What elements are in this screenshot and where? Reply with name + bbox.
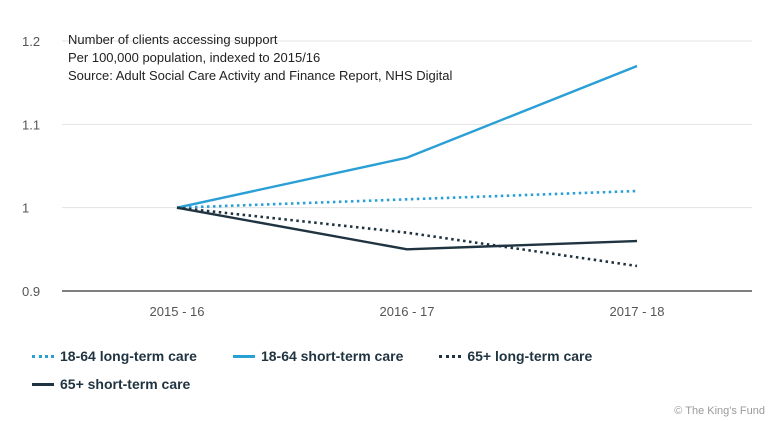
line-chart: 0.9 1 1.1 1.2 2015 - 16 2016 - 17 2017 - 18 N… xyxy=(22,32,752,319)
legend-label: 65+ short-term care xyxy=(60,376,191,392)
legend-label: 18-64 long-term care xyxy=(60,348,197,364)
legend-swatch-dotted-dark-navy xyxy=(439,354,462,358)
x-tick-label: 2015 - 16 xyxy=(150,304,205,319)
y-axis-ticks: 0.9 1 1.1 1.2 xyxy=(22,34,40,299)
legend-swatch-solid-light-blue xyxy=(232,354,255,358)
chart-note-line: Number of clients accessing support xyxy=(68,32,278,47)
chart-note-line: Per 100,000 population, indexed to 2015/… xyxy=(68,50,320,65)
y-tick-label: 0.9 xyxy=(22,284,40,299)
legend-swatch-solid-dark-navy xyxy=(32,382,54,386)
x-tick-label: 2017 - 18 xyxy=(610,304,665,319)
legend-swatch-dotted-light-blue xyxy=(32,354,54,358)
series-line xyxy=(176,206,638,268)
chart-notes: Number of clients accessing support Per … xyxy=(68,32,453,83)
y-tick-label: 1 xyxy=(22,201,29,216)
series-lines xyxy=(176,64,638,268)
legend-item: 65+ long-term care xyxy=(439,346,592,366)
legend-label: 65+ long-term care xyxy=(467,348,593,364)
series-line xyxy=(176,64,638,209)
legend-item: 65+ short-term care xyxy=(32,374,190,394)
legend: 18-64 long-term care 18-64 short-term ca… xyxy=(32,346,752,394)
series-line xyxy=(176,189,638,209)
chart-note-line: Source: Adult Social Care Activity and F… xyxy=(68,68,453,83)
x-axis-ticks: 2015 - 16 2016 - 17 2017 - 18 xyxy=(150,304,665,319)
y-tick-label: 1.2 xyxy=(22,34,40,49)
credit: © The King's Fund xyxy=(674,405,765,417)
x-tick-label: 2016 - 17 xyxy=(380,304,435,319)
legend-item: 18-64 long-term care xyxy=(32,346,197,366)
gridlines xyxy=(62,40,752,209)
series-line xyxy=(176,206,638,251)
y-tick-label: 1.1 xyxy=(22,117,40,132)
legend-label: 18-64 short-term care xyxy=(260,348,404,364)
legend-item: 18-64 short-term care xyxy=(232,346,404,366)
